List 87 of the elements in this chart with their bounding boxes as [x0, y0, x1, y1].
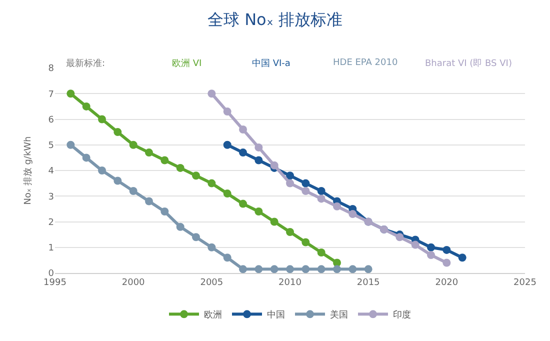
- point: [98, 115, 106, 124]
- point: [239, 148, 247, 157]
- point: [66, 90, 75, 98]
- point: [223, 108, 232, 116]
- point: [145, 197, 153, 206]
- y-tick-label: 2: [48, 218, 54, 228]
- point: [317, 248, 326, 256]
- legend-label: 欧洲: [204, 310, 222, 321]
- point: [442, 258, 451, 267]
- x-tick-label: 1995: [44, 278, 66, 288]
- point: [302, 238, 310, 246]
- point: [411, 240, 420, 249]
- point: [145, 148, 153, 157]
- y-tick-label: 0: [48, 269, 54, 280]
- point: [114, 128, 122, 136]
- point: [66, 140, 75, 149]
- legend-label: 中国: [267, 310, 285, 321]
- point: [427, 243, 435, 252]
- point: [286, 228, 294, 236]
- annotation: 中国 VI-a: [252, 58, 290, 69]
- annotation: 最新标准:: [66, 58, 106, 69]
- point: [458, 254, 466, 262]
- point: [286, 172, 294, 180]
- y-tick-label: 4: [48, 166, 54, 177]
- point: [176, 164, 184, 172]
- y-tick-label: 6: [48, 115, 54, 126]
- point: [192, 172, 200, 180]
- point: [192, 233, 200, 242]
- point: [302, 187, 310, 195]
- point: [208, 90, 216, 98]
- annotation: HDE EPA 2010: [333, 58, 398, 68]
- point: [254, 265, 263, 274]
- point: [239, 265, 247, 274]
- point: [302, 265, 310, 274]
- point: [254, 156, 263, 164]
- point: [223, 140, 232, 149]
- y-tick-label: 3: [48, 192, 54, 202]
- point: [302, 179, 310, 188]
- point: [98, 166, 106, 174]
- y-tick-label: 5: [48, 141, 54, 152]
- point: [176, 222, 184, 231]
- point: [270, 161, 278, 170]
- point: [129, 140, 138, 149]
- point: [286, 265, 294, 274]
- point: [129, 187, 138, 195]
- x-tick-label: 2025: [514, 278, 536, 288]
- point: [333, 202, 341, 210]
- point: [317, 187, 326, 195]
- point: [223, 254, 232, 262]
- legend-label: 印度: [393, 310, 411, 321]
- annotation: 欧洲 VI: [172, 58, 202, 69]
- point: [239, 126, 247, 134]
- point: [82, 154, 90, 162]
- point: [82, 102, 90, 110]
- point: [208, 243, 216, 252]
- point: [160, 156, 169, 164]
- x-tick-label: 2005: [200, 278, 224, 288]
- y-tick-label: 8: [48, 64, 54, 74]
- point: [270, 265, 278, 274]
- x-tick-label: 2015: [356, 278, 380, 288]
- y-axis-title: Noₓ 排放 g/kWh: [22, 136, 34, 205]
- y-tick-label: 7: [48, 90, 54, 100]
- point: [114, 176, 122, 185]
- x-tick-label: 2010: [278, 278, 302, 288]
- point: [239, 200, 247, 208]
- point: [348, 265, 357, 274]
- point: [333, 265, 341, 274]
- point: [254, 143, 263, 152]
- legend-label: 美国: [330, 310, 348, 321]
- point: [427, 251, 435, 260]
- point: [254, 208, 263, 216]
- point: [160, 208, 169, 216]
- y-tick-label: 1: [48, 244, 54, 254]
- point: [442, 246, 451, 254]
- point: [396, 233, 404, 242]
- point: [208, 179, 216, 188]
- point: [317, 194, 326, 203]
- point: [286, 179, 294, 188]
- annotation: Bharat VI (即 BS VI): [425, 58, 512, 69]
- x-tick-label: 2020: [435, 278, 458, 288]
- point: [223, 190, 232, 198]
- point: [348, 210, 357, 218]
- point: [364, 265, 372, 274]
- point: [270, 218, 278, 226]
- point: [317, 265, 326, 274]
- x-tick-label: 2000: [122, 278, 146, 288]
- chart-title: 全球 Noₓ 排放标准: [207, 10, 343, 29]
